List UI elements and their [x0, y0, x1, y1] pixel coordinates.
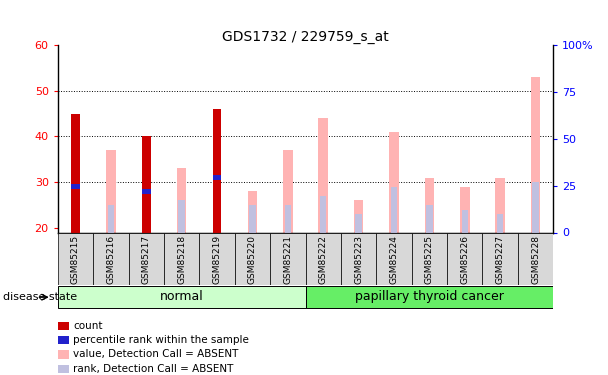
Text: GSM85222: GSM85222 [319, 235, 328, 284]
Text: GSM85227: GSM85227 [496, 235, 505, 284]
Bar [305, 286, 553, 308]
Text: GSM85216: GSM85216 [106, 235, 116, 284]
Bar [305, 232, 341, 285]
Bar [143, 196, 150, 232]
Bar [461, 210, 468, 232]
Text: GSM85221: GSM85221 [283, 235, 292, 284]
Bar [142, 189, 151, 194]
Title: GDS1732 / 229759_s_at: GDS1732 / 229759_s_at [222, 30, 389, 44]
Bar [320, 196, 326, 232]
Text: GSM85224: GSM85224 [390, 235, 398, 284]
Bar [71, 114, 80, 232]
Text: GSM85218: GSM85218 [177, 235, 186, 284]
Bar [199, 232, 235, 285]
Text: normal: normal [160, 290, 204, 303]
Text: percentile rank within the sample: percentile rank within the sample [73, 335, 249, 345]
Text: count: count [73, 321, 103, 331]
Bar [483, 232, 518, 285]
Bar [426, 205, 432, 232]
Bar [531, 77, 541, 232]
Bar [58, 232, 93, 285]
Text: GSM85217: GSM85217 [142, 235, 151, 284]
Bar [177, 168, 187, 232]
Text: disease state: disease state [3, 292, 77, 302]
Text: GSM85219: GSM85219 [213, 235, 221, 284]
Bar [285, 205, 291, 232]
Bar [319, 118, 328, 232]
Bar [460, 187, 469, 232]
Bar [249, 205, 255, 232]
Bar [518, 232, 553, 285]
Bar [354, 201, 364, 232]
Bar [108, 205, 114, 232]
Text: GSM85223: GSM85223 [354, 235, 363, 284]
Bar [376, 232, 412, 285]
Bar [71, 184, 80, 189]
Bar [128, 232, 164, 285]
Bar [391, 187, 397, 232]
Text: value, Detection Call = ABSENT: value, Detection Call = ABSENT [73, 350, 238, 359]
Bar [179, 201, 185, 232]
Text: GSM85215: GSM85215 [71, 235, 80, 284]
Bar [497, 214, 503, 232]
Bar [58, 286, 305, 308]
Bar [496, 178, 505, 232]
Bar [412, 232, 447, 285]
Bar [270, 232, 305, 285]
Bar [341, 232, 376, 285]
Bar [106, 150, 116, 232]
Text: GSM85225: GSM85225 [425, 235, 434, 284]
Bar [447, 232, 483, 285]
Bar [247, 191, 257, 232]
Bar [164, 232, 199, 285]
Bar [533, 182, 539, 232]
Text: papillary thyroid cancer: papillary thyroid cancer [355, 290, 504, 303]
Text: rank, Detection Call = ABSENT: rank, Detection Call = ABSENT [73, 364, 233, 374]
Bar [142, 136, 151, 232]
Text: GSM85226: GSM85226 [460, 235, 469, 284]
Bar [93, 232, 128, 285]
Bar [424, 178, 434, 232]
Bar [235, 232, 270, 285]
Text: GSM85220: GSM85220 [248, 235, 257, 284]
Bar [283, 150, 292, 232]
Bar [389, 132, 399, 232]
Text: GSM85228: GSM85228 [531, 235, 540, 284]
Bar [213, 176, 221, 180]
Bar [356, 214, 362, 232]
Bar [213, 109, 221, 232]
